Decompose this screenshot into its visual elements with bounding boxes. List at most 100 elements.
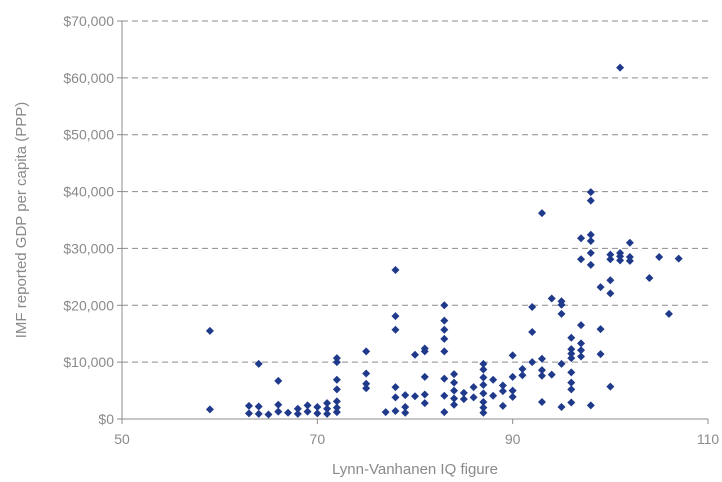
data-point	[528, 302, 537, 311]
data-point	[586, 196, 595, 205]
data-point	[332, 403, 341, 412]
data-point	[625, 256, 634, 265]
data-point	[567, 398, 576, 407]
data-points	[205, 63, 683, 419]
data-point	[313, 403, 322, 412]
data-point	[362, 384, 371, 393]
data-point	[303, 407, 312, 416]
data-point	[586, 237, 595, 246]
data-point	[664, 309, 673, 318]
data-point	[284, 408, 293, 417]
data-point	[479, 359, 488, 368]
data-point	[606, 382, 615, 391]
data-point	[479, 380, 488, 389]
data-point	[537, 366, 546, 375]
data-point	[411, 350, 419, 359]
data-point	[332, 408, 341, 417]
data-point	[606, 255, 615, 264]
data-point	[420, 390, 429, 399]
y-tick-label: $30,000	[63, 240, 114, 256]
data-point	[577, 352, 586, 361]
data-point	[450, 386, 459, 395]
data-point	[323, 409, 332, 418]
data-point	[625, 238, 634, 247]
data-point	[674, 254, 683, 263]
data-point	[205, 326, 214, 335]
data-point	[420, 372, 429, 381]
data-point	[420, 347, 429, 356]
y-tick-label: $0	[98, 411, 114, 427]
data-point	[391, 266, 400, 275]
data-point	[557, 359, 566, 368]
data-point	[293, 404, 302, 413]
data-point	[577, 234, 586, 243]
data-point	[586, 260, 595, 269]
data-point	[489, 375, 498, 384]
data-point	[547, 370, 556, 379]
data-point	[254, 359, 263, 368]
data-point	[479, 389, 488, 398]
data-point	[391, 383, 400, 392]
data-point	[586, 230, 595, 239]
data-point	[254, 409, 263, 418]
data-point	[479, 397, 488, 406]
data-point	[362, 379, 371, 388]
data-point	[577, 255, 586, 264]
data-point	[567, 349, 576, 358]
data-point	[586, 401, 595, 410]
x-tick-label: 70	[310, 431, 326, 447]
data-point	[577, 346, 586, 355]
y-tick-label: $70,000	[63, 13, 114, 29]
data-point	[313, 409, 322, 418]
data-point	[547, 294, 556, 303]
data-point	[391, 407, 400, 416]
data-point	[411, 392, 419, 401]
y-tick-label: $20,000	[63, 297, 114, 313]
data-point	[332, 375, 341, 384]
data-point	[537, 371, 546, 380]
data-point	[391, 312, 400, 321]
data-point	[440, 374, 449, 383]
data-point	[362, 369, 371, 378]
data-point	[274, 376, 283, 385]
data-point	[606, 289, 615, 298]
data-point	[577, 321, 586, 330]
data-point	[362, 347, 371, 356]
y-tick-label: $40,000	[63, 184, 114, 200]
data-point	[596, 350, 605, 359]
data-point	[293, 409, 302, 418]
data-point	[479, 373, 488, 382]
data-point	[440, 334, 449, 343]
data-point	[264, 410, 273, 419]
data-point	[616, 256, 625, 265]
data-point	[616, 63, 625, 72]
data-point	[303, 401, 312, 410]
data-point	[557, 309, 566, 318]
x-tick-label: 110	[697, 431, 720, 447]
data-point	[537, 209, 546, 218]
data-point	[469, 383, 478, 392]
data-point	[323, 404, 332, 413]
data-point	[567, 385, 576, 394]
data-point	[401, 391, 410, 400]
data-point	[254, 402, 263, 411]
data-point	[606, 276, 615, 285]
data-point	[479, 408, 488, 417]
data-point	[450, 378, 459, 387]
data-point	[450, 400, 459, 409]
data-point	[479, 403, 488, 412]
data-point	[391, 393, 400, 402]
data-point	[508, 386, 517, 395]
data-point	[274, 407, 283, 416]
data-point	[537, 397, 546, 406]
data-point	[518, 364, 527, 373]
data-point	[518, 371, 527, 380]
x-axis-title: Lynn-Vanhanen IQ figure	[332, 461, 498, 478]
data-point	[498, 387, 507, 396]
data-point	[440, 391, 449, 400]
data-point	[567, 354, 576, 363]
data-point	[205, 405, 214, 414]
gridlines	[122, 20, 708, 363]
data-point	[244, 401, 253, 410]
